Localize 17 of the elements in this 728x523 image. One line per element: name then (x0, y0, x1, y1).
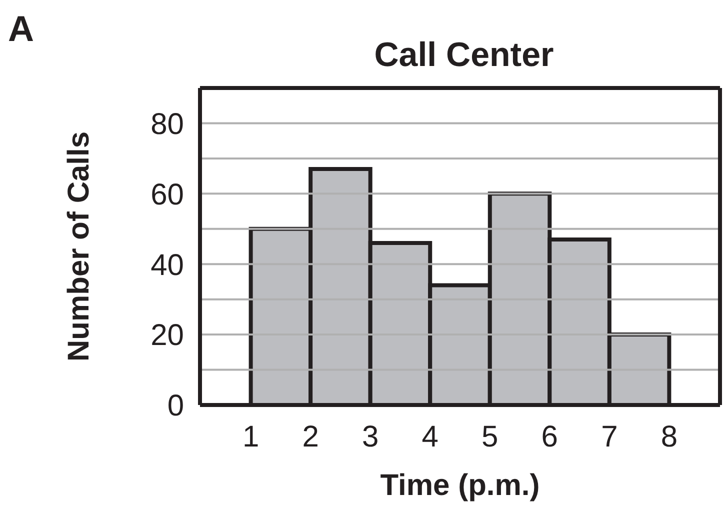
x-tick-label: 2 (302, 420, 319, 454)
chart-title: Call Center (373, 36, 555, 75)
x-tick-label: 1 (242, 420, 260, 454)
y-tick-label: 80 (150, 108, 184, 141)
x-tick-label: 4 (422, 420, 438, 454)
x-tick-label: 7 (601, 420, 618, 454)
x-tick-label: 5 (482, 420, 498, 454)
x-tick-label: 6 (541, 420, 558, 454)
y-tick-label: 20 (150, 319, 184, 352)
y-tick-label: 40 (150, 248, 184, 282)
x-tick-label: 8 (660, 420, 678, 454)
x-tick-label: 3 (362, 420, 379, 454)
x-axis-title: Time (p.m.) (380, 469, 540, 502)
y-axis-title: Number of Calls (62, 131, 96, 362)
y-tick-label: 0 (167, 390, 184, 423)
y-tick-label: 60 (150, 178, 184, 212)
text: A (8, 8, 34, 50)
